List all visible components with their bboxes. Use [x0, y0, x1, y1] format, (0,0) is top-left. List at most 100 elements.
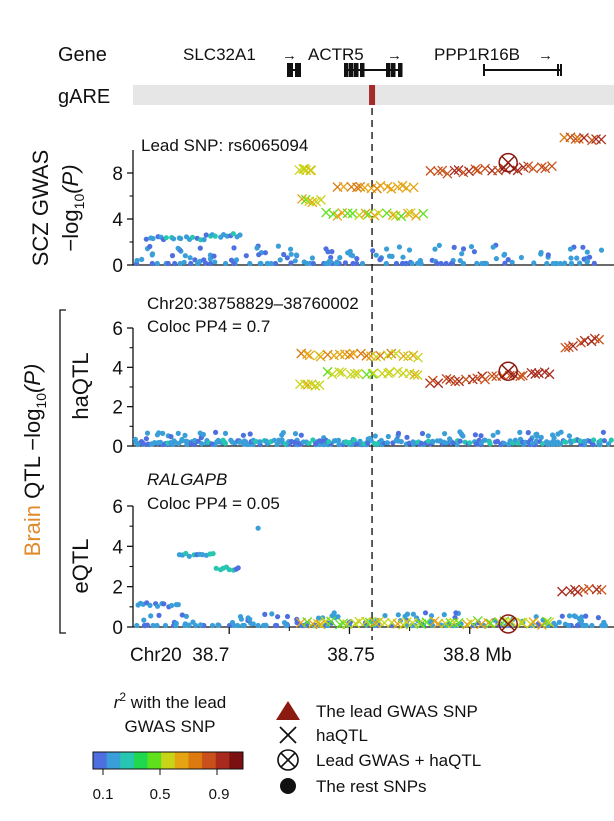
gwas-rest-snp-point [163, 235, 169, 241]
gwas-rest-snp-point [568, 260, 574, 267]
haqtl-haqtl-snp-point [304, 350, 315, 361]
haqtl-rest-snp-point [152, 440, 158, 446]
haqtl-rest-snp-point [229, 439, 235, 445]
eqtl-rest-snp-point [175, 602, 181, 608]
colorbar-title-rest: with the lead [126, 693, 226, 712]
gwas-rest-snp-point [557, 260, 563, 267]
eqtl-rest-snp-point [410, 611, 416, 617]
haqtl-rest-snp-point [487, 441, 493, 447]
eqtl-rest-snp-point [235, 565, 241, 571]
haqtl-rest-snp-point [336, 437, 342, 443]
haqtl-rest-snp-point [567, 438, 574, 444]
haqtl-rest-snp-point [222, 440, 228, 447]
haqtl-haqtl-snp-point [334, 349, 345, 360]
gwas-rest-snp-point [459, 251, 465, 257]
haqtl-ytick-label: 2 [112, 398, 123, 419]
gwas-rest-snp-point [207, 256, 213, 262]
legend-rest-snps: The rest SNPs [316, 777, 427, 796]
gwas-rest-snp-point [591, 260, 597, 266]
gwas-rest-snp-point [277, 257, 283, 263]
gwas-rest-snp-point [149, 260, 155, 267]
colorbar-cell [120, 752, 135, 769]
eqtl-rest-snp-point [134, 622, 140, 629]
haqtl-rest-snp-point [157, 439, 164, 445]
gwas-rest-snp-point [436, 242, 442, 248]
gwas-haqtl-snp-point [307, 197, 318, 208]
gwas-rest-snp-point [359, 260, 366, 267]
eqtl-rest-snp-point [284, 613, 291, 620]
haqtl-rest-snp-point [247, 431, 253, 437]
gwas-rest-snp-point [587, 254, 593, 260]
haqtl-rest-snp-point [385, 433, 391, 440]
colorbar-cell [106, 752, 121, 769]
gene-model-slc32a1 [287, 63, 301, 77]
gwas-haqtl-snp-point [453, 164, 464, 175]
haqtl-rest-snp-point [404, 434, 410, 440]
eqtl-rest-snp-point [269, 611, 275, 617]
gwas-rest-snp-point [354, 256, 360, 262]
gare-row-label: gARE [58, 86, 110, 108]
legend-haqtl: haQTL [316, 726, 368, 745]
eqtl-haqtl-snp-point [572, 587, 583, 597]
haqtl-rest-snp-point [563, 439, 569, 445]
eqtl-panel: 0 2 4 6 RALGAPB Coloc PP4 = 0.05 [112, 470, 614, 639]
gwas-rest-snp-point [172, 260, 178, 267]
eqtl-rest-snp-point [255, 525, 261, 531]
gene-arrow-actr5: → [387, 47, 402, 64]
eqtl-haqtl-snp-point [515, 617, 526, 628]
eqtl-rest-snp-point [453, 610, 459, 616]
haqtl-haqtl-snp-point [409, 369, 420, 380]
eqtl-rest-snp-point [154, 603, 161, 609]
haqtl-rest-snp-point [472, 432, 478, 438]
eqtl-rest-snp-point [226, 567, 232, 573]
haqtl-rest-snp-point [398, 439, 404, 445]
haqtl-ylabel-text: haQTL [68, 352, 93, 419]
haqtl-haqtl-snp-point [433, 378, 444, 389]
haqtl-rest-snp-point [591, 437, 597, 443]
gwas-haqtl-snp-point [387, 210, 398, 221]
eqtl-haqtl-snp-point [449, 617, 460, 628]
gwas-rest-snp-point [418, 260, 424, 267]
gwas-rest-snp-point [181, 259, 187, 265]
eqtl-ytick-label: 2 [112, 578, 123, 599]
haqtl-rest-snp-point [310, 437, 316, 443]
gwas-rest-snp-point [139, 256, 145, 262]
gwas-haqtl-snp-point [306, 165, 317, 176]
gwas-rest-snp-point [544, 260, 550, 267]
colorbar-cell [147, 752, 162, 769]
haqtl-haqtl-snp-point [334, 367, 345, 377]
gwas-rest-snp-point [243, 253, 249, 259]
gwas-rest-snp-point [451, 244, 457, 250]
gwas-haqtl-snp-point [315, 194, 326, 205]
eqtl-rest-snp-point [262, 611, 268, 618]
haqtl-haqtl-snp-point [392, 366, 403, 377]
gwas-rest-snp-point [211, 253, 217, 259]
eqtl-rest-snp-point [190, 619, 196, 625]
gwas-rest-snp-point [562, 260, 568, 266]
gwas-rest-snp-point [288, 260, 294, 266]
haqtl-rest-snp-point [133, 439, 139, 445]
x-tick-label-388: 38.8 Mb [443, 645, 512, 666]
gwas-haqtl-snp-point [512, 165, 523, 176]
eqtl-rest-snp-point [574, 622, 581, 629]
legend-dot-icon [280, 778, 296, 794]
haqtl-rest-snp-point [490, 432, 496, 438]
gene-row-label: Gene [58, 44, 107, 66]
haqtl-rest-snp-point [577, 438, 583, 444]
eqtl-rest-snp-point [199, 552, 206, 558]
haqtl-haqtl-snp-point [384, 367, 395, 378]
gwas-rest-snp-point [323, 246, 329, 252]
eqtl-rest-snp-point [209, 622, 216, 629]
gwas-rest-snp-point [598, 247, 605, 253]
gwas-rest-snp-point [580, 244, 586, 250]
haqtl-haqtl-snp-point [560, 342, 571, 353]
eqtl-haqtl-snp-point [315, 619, 326, 630]
eqtl-rest-snp-point [183, 550, 189, 557]
eqtl-rest-snp-point [275, 614, 281, 620]
haqtl-rest-snp-point [209, 441, 215, 447]
haqtl-haqtl-snp-point [328, 350, 339, 361]
eqtl-rest-snp-point [255, 622, 261, 629]
colorbar-title-sup: 2 [119, 690, 126, 704]
legend-triangle-icon [276, 701, 300, 720]
gwas-rest-snp-point [502, 260, 508, 266]
